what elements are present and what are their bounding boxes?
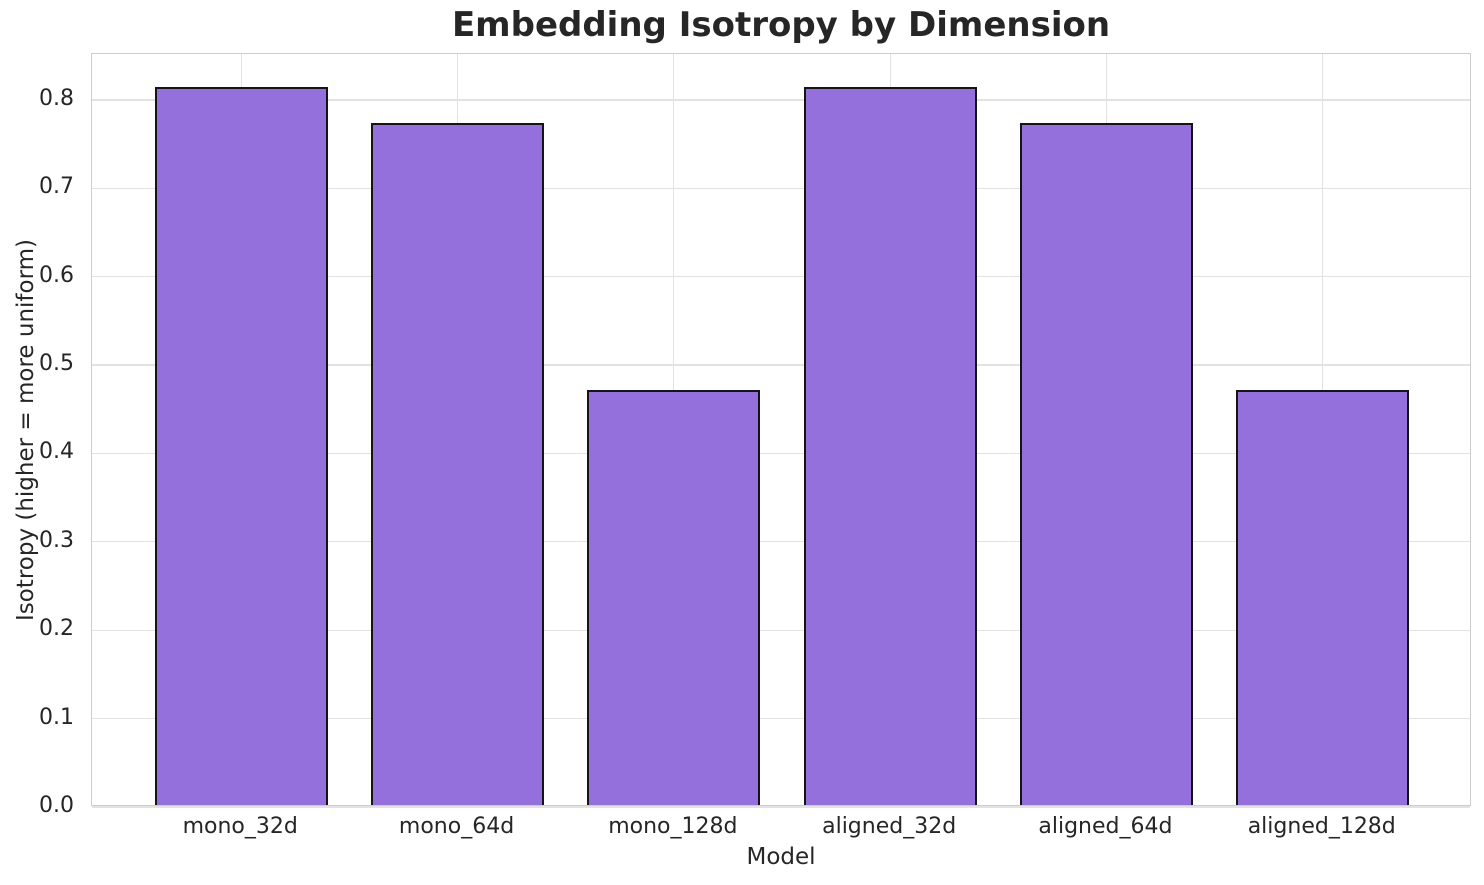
x-tick-aligned_32d: aligned_32d	[822, 814, 957, 839]
x-tick-mono_64d: mono_64d	[398, 814, 515, 839]
y-tick-0.8: 0.8	[39, 85, 74, 111]
y-tick-0.5: 0.5	[39, 351, 74, 377]
gridline-y-0.8	[92, 99, 1470, 101]
x-tick-mono_128d: mono_128d	[608, 814, 738, 839]
y-tick-0.1: 0.1	[39, 704, 74, 730]
x-tick-aligned_128d: aligned_128d	[1247, 814, 1396, 839]
y-axis-label: Isotropy (higher = more uniform)	[13, 238, 39, 622]
x-axis-label: Model	[746, 844, 816, 870]
gridline-y-0.4	[92, 452, 1470, 455]
gridline-y-0.0	[92, 806, 1470, 808]
chart-title: Embedding Isotropy by Dimension	[451, 5, 1111, 45]
bar-mono_128d	[587, 389, 761, 805]
y-tick-0.6: 0.6	[39, 262, 74, 288]
bar-aligned_64d	[1019, 122, 1193, 805]
x-tick-mono_32d: mono_32d	[182, 814, 298, 839]
gridline-y-0.7	[92, 187, 1470, 189]
gridline-y-0.1	[92, 718, 1470, 720]
bar-mono_32d	[154, 87, 328, 805]
y-tick-0.0: 0.0	[39, 793, 74, 818]
gridline-y-0.2	[92, 629, 1470, 631]
bar-aligned_128d	[1236, 389, 1410, 805]
gridline-y-0.6	[92, 276, 1470, 278]
plot-area	[91, 53, 1471, 808]
y-tick-0.3: 0.3	[39, 527, 74, 553]
y-tick-0.2: 0.2	[39, 616, 74, 642]
bar-aligned_32d	[803, 87, 977, 805]
y-tick-0.4: 0.4	[39, 439, 74, 465]
bar-mono_64d	[371, 122, 545, 805]
x-tick-aligned_64d: aligned_64d	[1038, 814, 1173, 839]
gridline-y-0.3	[92, 541, 1470, 543]
gridline-y-0.5	[92, 364, 1470, 366]
y-tick-0.7: 0.7	[39, 174, 74, 200]
